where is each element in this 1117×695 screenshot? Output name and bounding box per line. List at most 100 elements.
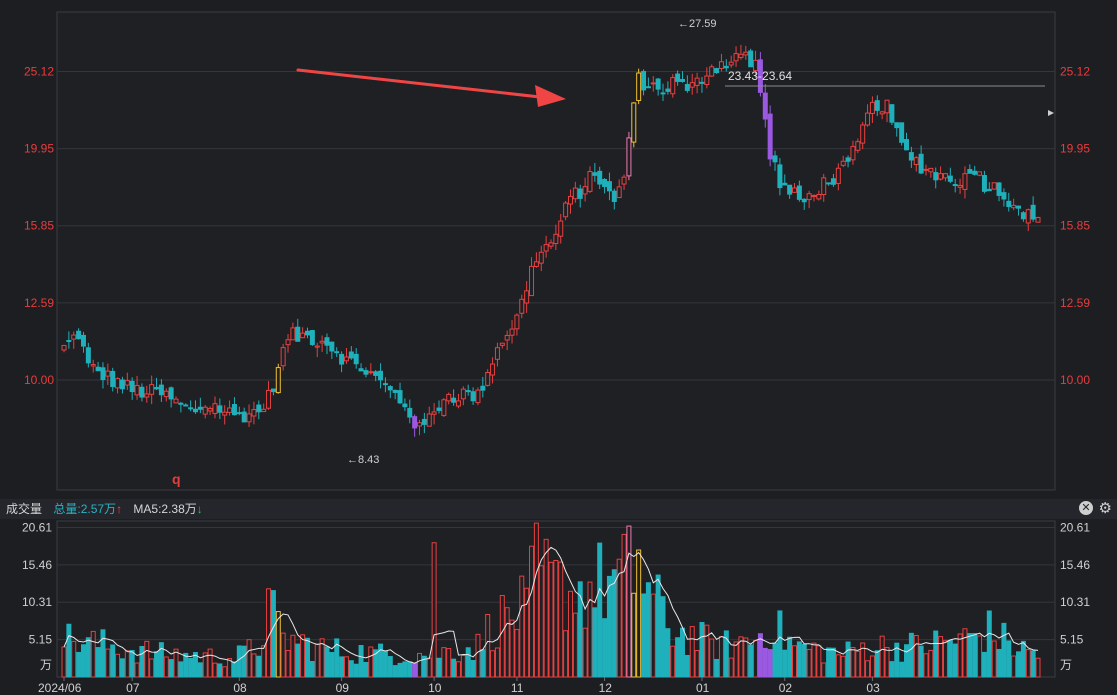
volume-tick-left: 5.15 xyxy=(29,633,53,647)
candle-body xyxy=(470,391,476,402)
candle-body xyxy=(76,330,82,340)
candle-body xyxy=(324,337,330,346)
volume-bar xyxy=(543,538,549,678)
volume-bar xyxy=(762,647,768,678)
volume-bar xyxy=(222,666,228,678)
volume-bar xyxy=(431,542,437,678)
volume-bar xyxy=(811,642,817,678)
volume-bar xyxy=(61,646,67,678)
candle-body xyxy=(519,298,525,314)
candle-body xyxy=(597,170,603,185)
volume-bar xyxy=(1011,655,1017,678)
candle-body xyxy=(869,101,875,114)
volume-bar xyxy=(587,581,593,678)
candle-body xyxy=(772,155,778,163)
candle-body xyxy=(675,73,681,82)
candle-body xyxy=(738,53,744,58)
volume-bar xyxy=(567,590,573,678)
candle-body xyxy=(392,389,398,393)
volume-bar xyxy=(382,650,388,678)
x-tick-label: 01 xyxy=(696,681,710,695)
pointer-arrow-shaft xyxy=(296,68,542,99)
volume-bar xyxy=(796,641,802,678)
volume-bar xyxy=(378,643,384,678)
marker-q: q xyxy=(172,471,181,487)
candle-body xyxy=(606,181,612,192)
candle-body xyxy=(908,152,914,161)
volume-bar xyxy=(986,610,992,678)
candle-body xyxy=(679,78,685,82)
candle-body xyxy=(280,347,286,367)
gear-icon[interactable]: ⚙ xyxy=(1098,500,1112,517)
volume-bar xyxy=(904,644,910,678)
candle-body xyxy=(524,290,530,304)
volume-bar xyxy=(426,657,432,678)
volume-bar xyxy=(923,653,929,678)
candle-body xyxy=(300,332,306,339)
range-annotation: 23.43-23.64 xyxy=(728,69,792,83)
candle-body xyxy=(222,411,228,416)
volume-bar xyxy=(801,643,807,678)
volume-bar xyxy=(996,648,1002,678)
volume-bar xyxy=(485,613,491,678)
candle-body xyxy=(655,78,661,90)
volume-bar xyxy=(470,659,476,678)
x-tick-label: 08 xyxy=(233,681,247,695)
volume-bar xyxy=(217,663,223,678)
candle-body xyxy=(723,65,729,69)
candle-body xyxy=(1006,200,1012,208)
candle-body xyxy=(382,383,388,386)
volume-bar xyxy=(850,646,856,678)
volume-bar xyxy=(942,640,948,678)
volume-bar xyxy=(699,621,705,678)
volume-bar xyxy=(407,661,413,678)
candle-body xyxy=(100,367,106,381)
price-panel xyxy=(56,11,1056,491)
volume-bar xyxy=(139,645,145,678)
volume-bar xyxy=(792,645,797,678)
volume-bar xyxy=(309,660,315,678)
volume-bar xyxy=(806,648,812,678)
candle-body xyxy=(933,172,939,181)
volume-bar xyxy=(465,647,471,678)
volume-bar xyxy=(952,643,958,678)
volume-bar xyxy=(582,627,588,678)
volume-bar xyxy=(1030,650,1036,678)
volume-bar xyxy=(227,658,233,678)
candle-body xyxy=(962,173,968,190)
volume-panel-header: 成交量 总量:2.57万↑ MA5:2.38万↓ ✕ ⚙ xyxy=(0,499,1117,519)
volume-bar xyxy=(753,639,759,678)
volume-bar xyxy=(188,657,194,678)
candle-body xyxy=(397,390,403,404)
volume-bar xyxy=(436,657,442,678)
candle-body xyxy=(402,403,408,408)
candle-body xyxy=(499,342,505,346)
volume-bar xyxy=(76,651,82,678)
volume-bar xyxy=(626,525,632,678)
volume-bar xyxy=(124,650,130,678)
volume-bar xyxy=(689,626,695,678)
volume-bar xyxy=(563,630,569,678)
candle-body xyxy=(704,75,710,86)
candle-body xyxy=(188,407,194,410)
close-icon[interactable]: ✕ xyxy=(1079,501,1093,515)
candle-body xyxy=(904,139,910,151)
candle-body xyxy=(373,371,379,376)
volume-bar xyxy=(314,643,320,678)
candle-body xyxy=(996,182,1002,196)
candle-body xyxy=(967,169,973,174)
volume-bar xyxy=(840,655,846,678)
volume-bar xyxy=(670,645,676,678)
price-tick-right: 19.95 xyxy=(1060,142,1090,156)
volume-bar xyxy=(387,656,393,678)
volume-bar xyxy=(860,642,866,678)
volume-bar xyxy=(592,607,598,678)
ma5-volume-label: MA5:2.38万↓ xyxy=(133,499,202,519)
candle-body xyxy=(641,70,647,91)
volume-bar xyxy=(95,647,101,678)
candle-body xyxy=(168,387,174,400)
volume-bar xyxy=(679,627,685,678)
volume-bar xyxy=(869,655,875,678)
candle-body xyxy=(894,122,900,129)
